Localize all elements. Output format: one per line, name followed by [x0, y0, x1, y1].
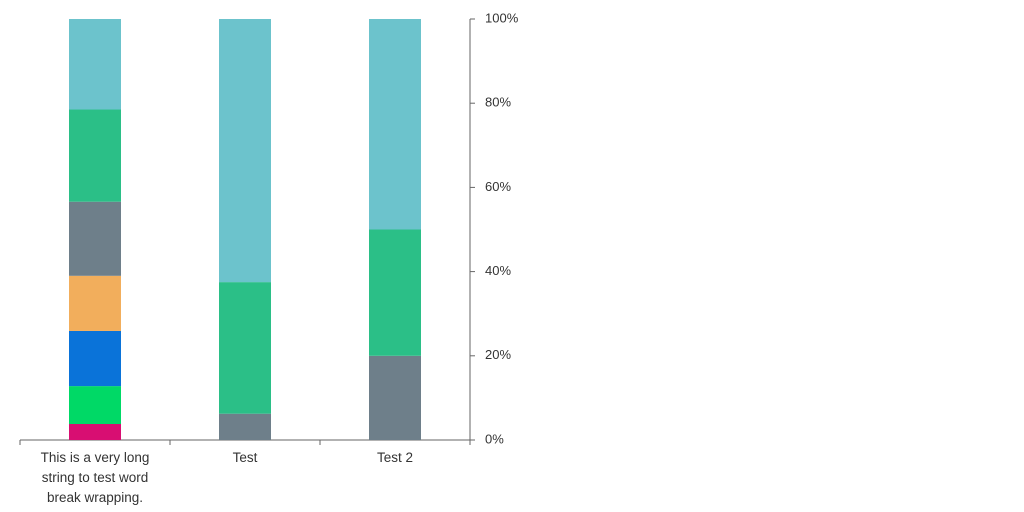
bar-segment — [369, 229, 421, 356]
bar-segment — [69, 275, 121, 331]
bar-segment — [219, 282, 271, 414]
y-tick-label: 20% — [485, 347, 511, 362]
bar-segment — [369, 355, 421, 440]
x-tick-label: Test 2 — [376, 450, 414, 465]
bar-segment — [69, 386, 121, 425]
bar-segment — [69, 424, 121, 440]
bar-segment — [69, 201, 121, 276]
bar-segment — [69, 19, 121, 110]
y-tick-label: 40% — [485, 263, 511, 278]
y-tick-label: 0% — [485, 431, 504, 446]
bar-segment — [69, 109, 121, 202]
x-tick-label: This is a very long string to test word … — [40, 450, 150, 505]
bar-segment — [369, 19, 421, 230]
y-tick-label: 60% — [485, 179, 511, 194]
bar-segment — [219, 413, 271, 440]
y-tick-label: 100% — [485, 10, 519, 25]
x-tick-label: Test — [232, 450, 258, 465]
y-tick-label: 80% — [485, 95, 511, 110]
bar-segment — [219, 19, 271, 283]
bar-segment — [69, 330, 121, 387]
